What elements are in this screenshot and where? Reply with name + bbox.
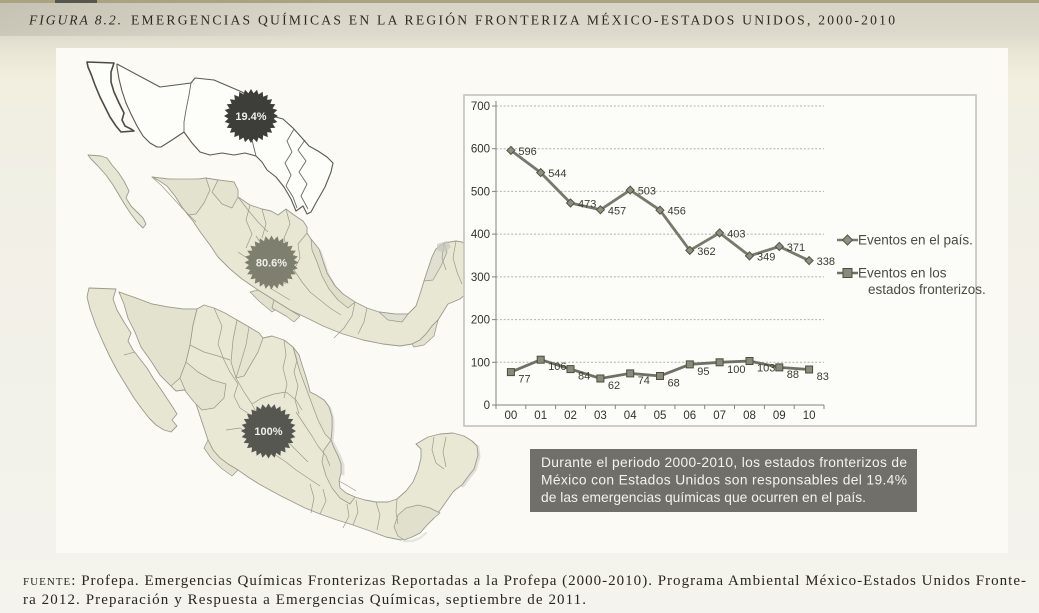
svg-text:0: 0 xyxy=(484,400,490,412)
svg-text:371: 371 xyxy=(787,242,805,254)
svg-text:300: 300 xyxy=(471,272,490,284)
svg-text:FIGURA 8.2.: FIGURA 8.2. xyxy=(28,13,122,28)
svg-text:05: 05 xyxy=(654,410,667,422)
svg-text:456: 456 xyxy=(668,206,686,218)
svg-text:596: 596 xyxy=(518,146,536,158)
svg-text:700: 700 xyxy=(471,101,490,113)
svg-text:95: 95 xyxy=(697,366,709,378)
svg-text:Durante el periodo 2000-2010,: Durante el periodo 2000-2010, los estado… xyxy=(541,455,907,470)
svg-text:400: 400 xyxy=(471,229,490,241)
svg-text:338: 338 xyxy=(817,256,835,268)
svg-text:100%: 100% xyxy=(254,426,282,438)
svg-text:04: 04 xyxy=(624,410,637,422)
svg-text:74: 74 xyxy=(638,375,650,387)
svg-text:200: 200 xyxy=(471,315,490,327)
svg-text:01: 01 xyxy=(534,410,547,422)
svg-text:62: 62 xyxy=(608,380,620,392)
svg-text:EMERGENCIAS QUÍMICAS EN LA REG: EMERGENCIAS QUÍMICAS EN LA REGIÓN FRONTE… xyxy=(131,12,896,28)
svg-text:Eventos en los: Eventos en los xyxy=(858,266,947,281)
svg-text:de las emergencias químicas qu: de las emergencias químicas que ocurren … xyxy=(541,490,866,505)
svg-text:fuente: Profepa. Emergencias Q: fuente: Profepa. Emergencias Químicas Fr… xyxy=(23,573,1026,589)
svg-text:ra 2012. Preparación y Respues: ra 2012. Preparación y Respuesta a Emerg… xyxy=(23,592,586,608)
svg-text:103: 103 xyxy=(757,363,775,375)
svg-text:00: 00 xyxy=(505,410,518,422)
svg-text:600: 600 xyxy=(471,144,490,156)
svg-text:500: 500 xyxy=(471,186,490,198)
svg-text:19.4%: 19.4% xyxy=(235,111,266,123)
svg-text:08: 08 xyxy=(743,410,756,422)
svg-text:02: 02 xyxy=(564,410,577,422)
svg-text:México con Estados Unidos son: México con Estados Unidos son responsabl… xyxy=(541,473,907,488)
svg-text:estados fronterizos.: estados fronterizos. xyxy=(868,282,986,297)
svg-text:10: 10 xyxy=(803,410,816,422)
svg-text:07: 07 xyxy=(713,410,726,422)
svg-text:80.6%: 80.6% xyxy=(256,258,287,270)
svg-text:100: 100 xyxy=(727,364,745,376)
svg-text:09: 09 xyxy=(773,410,786,422)
svg-text:77: 77 xyxy=(518,374,530,386)
svg-text:349: 349 xyxy=(757,251,775,263)
svg-text:84: 84 xyxy=(578,371,590,383)
svg-text:03: 03 xyxy=(594,410,607,422)
svg-text:100: 100 xyxy=(471,357,490,369)
svg-text:106: 106 xyxy=(548,361,566,373)
svg-text:544: 544 xyxy=(548,168,566,180)
svg-text:88: 88 xyxy=(787,369,799,381)
svg-text:457: 457 xyxy=(608,205,626,217)
svg-text:68: 68 xyxy=(668,378,680,390)
svg-text:Eventos en el país.: Eventos en el país. xyxy=(858,233,973,248)
svg-text:473: 473 xyxy=(578,199,596,211)
svg-text:06: 06 xyxy=(683,410,696,422)
svg-text:362: 362 xyxy=(697,246,715,258)
svg-text:403: 403 xyxy=(727,228,745,240)
svg-text:503: 503 xyxy=(638,186,656,198)
svg-text:83: 83 xyxy=(817,371,829,383)
